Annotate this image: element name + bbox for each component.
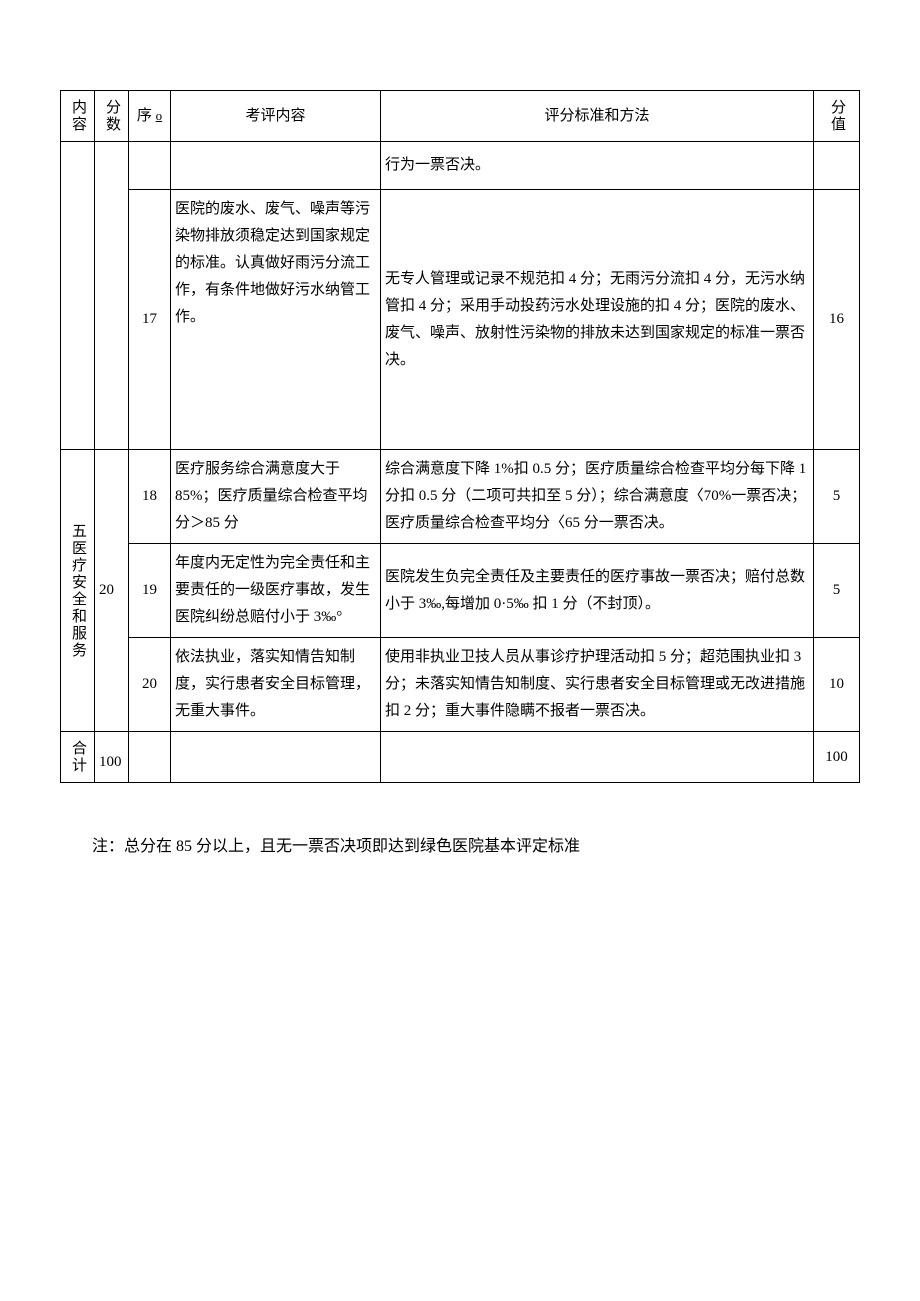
table-row: 17 医院的废水、废气、噪声等污染物排放须稳定达到国家规定的标准。认真做好雨污分…: [61, 190, 860, 450]
cell-score-group5: 20: [95, 450, 129, 732]
header-score: 分数: [95, 91, 129, 142]
table-row: 19 年度内无定性为完全责任和主要责任的一级医疗事故，发生医院纠纷总赔付小于 3…: [61, 544, 860, 638]
cell-total-seq: [129, 732, 171, 783]
cell-method: 综合满意度下降 1%扣 0.5 分；医疗质量综合检查平均分每下降 1 分扣 0.…: [381, 450, 814, 544]
header-eval: 考评内容: [171, 91, 381, 142]
cell-method: 无专人管理或记录不规范扣 4 分；无雨污分流扣 4 分，无污水纳管扣 4 分；采…: [381, 190, 814, 450]
cell-score-prev: [95, 142, 129, 450]
table-row: 五医疗安全和服务 20 18 医疗服务综合满意度大于 85%；医疗质量综合检查平…: [61, 450, 860, 544]
cell-val: 10: [814, 638, 860, 732]
cell-content-prev: [61, 142, 95, 450]
header-seq-main: 序: [137, 108, 152, 124]
table-header-row: 内容 分数 序 o 考评内容 评分标准和方法 分值: [61, 91, 860, 142]
cell-seq: 19: [129, 544, 171, 638]
table-row: 20 依法执业，落实知情告知制度，实行患者安全目标管理，无重大事件。 使用非执业…: [61, 638, 860, 732]
evaluation-table: 内容 分数 序 o 考评内容 评分标准和方法 分值 行为一票否决。 17 医院的…: [60, 90, 860, 783]
cell-method-prev: 行为一票否决。: [381, 142, 814, 190]
cell-val-prev: [814, 142, 860, 190]
footnote: 注：总分在 85 分以上，且无一票否决项即达到绿色医院基本评定标准: [60, 833, 860, 862]
cell-total-score: 100: [95, 732, 129, 783]
cell-total-method: [381, 732, 814, 783]
cell-val: 5: [814, 544, 860, 638]
cell-eval: 年度内无定性为完全责任和主要责任的一级医疗事故，发生医院纠纷总赔付小于 3‰°: [171, 544, 381, 638]
table-row-total: 合计 100 100: [61, 732, 860, 783]
cell-val: 16: [814, 190, 860, 450]
cell-total-val: 100: [814, 732, 860, 783]
header-val: 分值: [814, 91, 860, 142]
cell-eval-prev: [171, 142, 381, 190]
cell-val: 5: [814, 450, 860, 544]
cell-seq-prev: [129, 142, 171, 190]
table-row: 行为一票否决。: [61, 142, 860, 190]
cell-eval: 医疗服务综合满意度大于 85%；医疗质量综合检查平均分＞85 分: [171, 450, 381, 544]
header-seq-sub: o: [156, 108, 163, 123]
cell-method: 医院发生负完全责任及主要责任的医疗事故一票否决；赔付总数小于 3‰,每增加 0·…: [381, 544, 814, 638]
header-method: 评分标准和方法: [381, 91, 814, 142]
cell-total-label: 合计: [61, 732, 95, 783]
cell-seq: 17: [129, 190, 171, 450]
cell-content-group5: 五医疗安全和服务: [61, 450, 95, 732]
cell-seq: 20: [129, 638, 171, 732]
cell-total-eval: [171, 732, 381, 783]
header-seq: 序 o: [129, 91, 171, 142]
cell-method: 使用非执业卫技人员从事诊疗护理活动扣 5 分；超范围执业扣 3 分；未落实知情告…: [381, 638, 814, 732]
cell-eval: 依法执业，落实知情告知制度，实行患者安全目标管理，无重大事件。: [171, 638, 381, 732]
cell-seq: 18: [129, 450, 171, 544]
header-content: 内容: [61, 91, 95, 142]
cell-eval: 医院的废水、废气、噪声等污染物排放须稳定达到国家规定的标准。认真做好雨污分流工作…: [171, 190, 381, 450]
